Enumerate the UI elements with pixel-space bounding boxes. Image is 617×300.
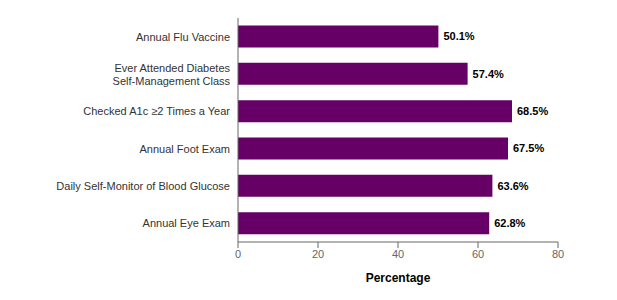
svg-text:Annual Flu Vaccine: Annual Flu Vaccine — [136, 31, 230, 43]
svg-text:20: 20 — [312, 248, 324, 260]
svg-text:40: 40 — [392, 248, 404, 260]
svg-text:Percentage: Percentage — [366, 271, 431, 285]
svg-text:Ever Attended DiabetesSelf-Man: Ever Attended DiabetesSelf-Management Cl… — [113, 62, 231, 87]
svg-text:50.1%: 50.1% — [443, 30, 474, 42]
svg-text:Annual Foot Exam: Annual Foot Exam — [140, 143, 231, 155]
svg-text:63.6%: 63.6% — [497, 180, 528, 192]
svg-text:0: 0 — [235, 248, 241, 260]
svg-text:Checked A1c ≥2 Times a Year: Checked A1c ≥2 Times a Year — [83, 105, 230, 117]
svg-text:62.8%: 62.8% — [494, 217, 525, 229]
svg-text:Daily Self-Monitor of Blood Gl: Daily Self-Monitor of Blood Glucose — [56, 180, 230, 192]
svg-text:Annual Eye Exam: Annual Eye Exam — [143, 217, 230, 229]
svg-text:80: 80 — [552, 248, 564, 260]
svg-text:57.4%: 57.4% — [473, 68, 504, 80]
svg-text:67.5%: 67.5% — [513, 142, 544, 154]
svg-text:68.5%: 68.5% — [517, 105, 548, 117]
svg-text:60: 60 — [472, 248, 484, 260]
